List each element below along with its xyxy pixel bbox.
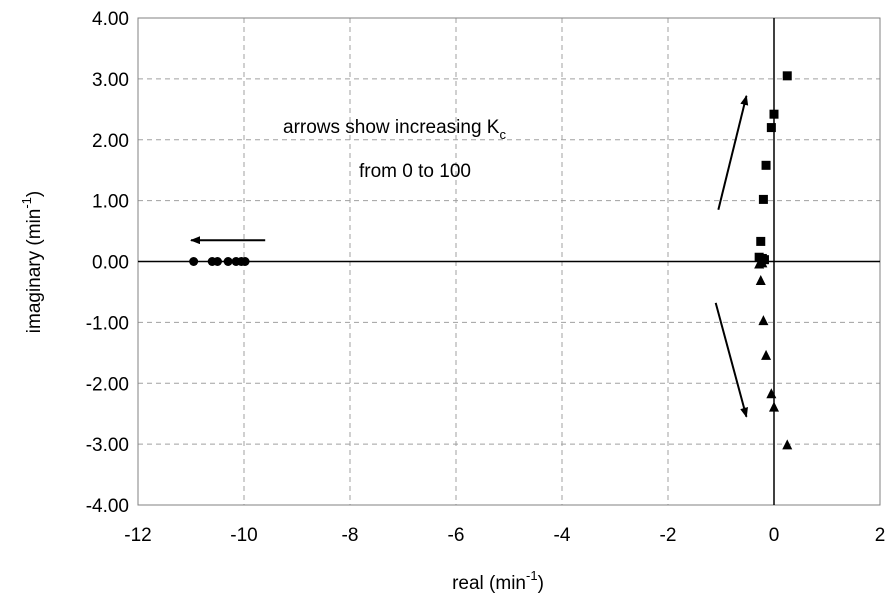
x-tick-label: 2 xyxy=(875,525,886,546)
annotation-line1: arrows show increasing Kc xyxy=(283,117,506,142)
data-point-square xyxy=(782,71,792,81)
data-point-triangle xyxy=(766,388,777,399)
x-axis-title-tail: ) xyxy=(538,573,544,594)
data-point-square xyxy=(758,194,768,204)
data-point-square xyxy=(766,123,776,133)
data-point-triangle xyxy=(757,257,768,268)
data-point-triangle xyxy=(782,439,793,450)
y-axis-title-tail: ) xyxy=(24,191,45,197)
y-tick-label: 2.00 xyxy=(92,131,129,152)
direction-arrow xyxy=(714,302,748,418)
data-point-square xyxy=(761,160,771,170)
data-point-circle xyxy=(223,257,233,266)
x-tick-label: 0 xyxy=(769,525,780,546)
annotation-line1-subscript: c xyxy=(499,127,506,142)
data-point-triangle xyxy=(755,274,766,285)
x-tick-label: -12 xyxy=(124,525,151,546)
annotations: arrows show increasing Kc from 0 to 100 xyxy=(283,117,506,182)
data-point-triangle xyxy=(761,349,772,360)
data-point-circle xyxy=(240,257,250,266)
x-axis-title: real (min-1) xyxy=(452,568,544,594)
x-tick-label: -2 xyxy=(660,525,677,546)
data-point-circle xyxy=(189,257,199,266)
x-axis-title-sup: -1 xyxy=(526,568,538,583)
annotation-line2: from 0 to 100 xyxy=(359,161,471,182)
y-axis-title-base: imaginary (min xyxy=(24,209,45,334)
y-tick-label: -2.00 xyxy=(86,374,129,395)
data-point-square xyxy=(759,255,769,265)
data-point-triangle xyxy=(758,315,769,326)
annotation-arrows xyxy=(190,94,749,418)
tick-labels: -12 -10 -8 -6 -4 -2 0 2 4.00 3.00 2.00 1.00 0.00 -1.0… xyxy=(86,9,886,546)
y-tick-label: 4.00 xyxy=(92,9,129,30)
data-point-square xyxy=(756,236,766,246)
axis-titles: real (min-1) imaginary (min-1) xyxy=(19,191,544,594)
x-tick-label: -8 xyxy=(342,525,359,546)
direction-arrow xyxy=(717,94,749,210)
y-axis-title-sup: -1 xyxy=(19,197,34,209)
data-point-circle xyxy=(213,257,222,266)
data-points xyxy=(189,71,793,450)
x-tick-label: -10 xyxy=(230,525,257,546)
y-tick-label: -4.00 xyxy=(86,496,129,517)
y-tick-label: 3.00 xyxy=(92,70,129,91)
y-tick-label: -1.00 xyxy=(86,313,129,334)
x-tick-label: -4 xyxy=(554,525,571,546)
x-axis-title-base: real (min xyxy=(452,573,526,594)
y-tick-label: -3.00 xyxy=(86,435,129,456)
data-point-square xyxy=(769,109,779,119)
y-axis-title: imaginary (min-1) xyxy=(19,191,45,333)
y-tick-label: 0.00 xyxy=(92,253,129,274)
data-point-triangle xyxy=(769,401,779,412)
y-tick-label: 1.00 xyxy=(92,192,129,213)
annotation-line1-text: arrows show increasing K xyxy=(283,117,500,138)
x-tick-label: -6 xyxy=(448,525,465,546)
